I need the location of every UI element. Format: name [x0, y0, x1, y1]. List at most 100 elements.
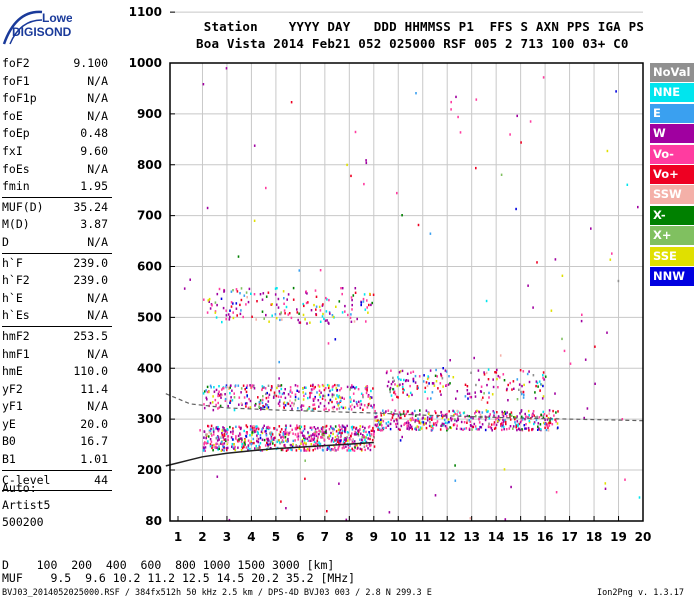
- echo-point: [546, 423, 549, 426]
- echo-point: [484, 428, 487, 432]
- param-value: 44: [94, 472, 108, 487]
- echo-point: [487, 378, 490, 381]
- echo-point: [606, 331, 608, 334]
- echo-point: [337, 396, 340, 399]
- echo-point: [416, 387, 419, 390]
- echo-point: [396, 422, 399, 425]
- echo-point: [435, 411, 437, 415]
- echo-point: [239, 303, 241, 307]
- auto-label: Auto:: [2, 481, 37, 495]
- echo-point: [265, 434, 268, 437]
- echo-point: [349, 444, 351, 447]
- echo-point: [392, 414, 394, 417]
- param-label: foEs: [2, 161, 30, 176]
- echo-point: [425, 381, 428, 384]
- echo-point: [416, 425, 419, 428]
- echo-point: [203, 430, 206, 433]
- footer-file-info: BVJ03_2014052025000.RSF / 384fx512h 50 k…: [2, 588, 432, 598]
- echo-point: [281, 318, 283, 321]
- echo-point: [235, 307, 238, 310]
- echo-point: [218, 390, 220, 393]
- echo-point: [321, 433, 323, 436]
- echo-point: [208, 300, 210, 303]
- echo-point: [296, 308, 298, 311]
- x-tick-label: 15: [512, 530, 529, 544]
- echo-point: [519, 369, 522, 372]
- echo-point: [271, 303, 273, 306]
- echo-point: [535, 418, 538, 422]
- echo-point: [478, 411, 481, 414]
- echo-point: [347, 443, 349, 447]
- echo-point: [419, 409, 421, 412]
- echo-point: [470, 371, 472, 374]
- x-tick-label: 14: [488, 530, 505, 544]
- echo-point: [313, 432, 315, 435]
- echo-point: [296, 424, 298, 427]
- echo-point: [385, 422, 388, 425]
- echo-point: [354, 432, 357, 436]
- echo-point: [466, 419, 468, 422]
- echo-point: [253, 219, 256, 222]
- echo-point: [506, 387, 508, 391]
- echo-point: [276, 386, 278, 390]
- echo-point: [262, 292, 265, 295]
- echo-point: [240, 298, 243, 302]
- echo-point: [368, 431, 370, 434]
- echo-point: [417, 417, 419, 420]
- echo-point: [355, 386, 358, 389]
- echo-point: [284, 312, 286, 315]
- echo-point: [539, 389, 541, 392]
- echo-point: [321, 428, 324, 432]
- echo-point: [336, 407, 338, 411]
- echo-point: [453, 413, 455, 417]
- echo-point: [546, 425, 548, 428]
- echo-point: [431, 391, 434, 394]
- echo-point: [365, 430, 367, 434]
- echo-point: [358, 400, 360, 403]
- echo-point: [314, 447, 316, 451]
- echo-point: [212, 446, 214, 449]
- echo-point: [337, 436, 340, 439]
- echo-point: [534, 397, 537, 400]
- echo-point: [527, 415, 529, 419]
- header-row1: Station YYYY DAY DDD HHMMSS P1 FFS S AXN…: [196, 19, 645, 34]
- echo-point: [261, 406, 264, 410]
- echo-point: [266, 404, 268, 407]
- echo-point: [366, 385, 368, 388]
- profile-curve: [165, 441, 374, 467]
- echo-point: [322, 384, 325, 388]
- param-label: hmF1: [2, 346, 30, 361]
- echo-point: [280, 436, 282, 439]
- echo-point: [245, 291, 248, 294]
- echo-point: [581, 313, 583, 316]
- echo-point: [270, 431, 273, 434]
- echo-point: [542, 371, 545, 374]
- echo-point: [433, 423, 435, 426]
- echo-point: [255, 318, 257, 321]
- echo-point: [209, 443, 212, 446]
- echo-point: [429, 421, 431, 424]
- echo-point: [224, 439, 227, 443]
- echo-point: [509, 413, 511, 416]
- echo-point: [416, 419, 419, 422]
- echo-point: [494, 426, 497, 430]
- echo-point: [203, 443, 205, 446]
- echo-point: [279, 312, 282, 316]
- echo-point: [350, 434, 352, 438]
- echo-point: [220, 449, 223, 452]
- echo-point: [303, 434, 305, 438]
- echo-point: [209, 384, 212, 387]
- echo-point: [248, 287, 251, 291]
- echo-point: [412, 377, 415, 381]
- echo-point: [512, 427, 514, 430]
- echo-point: [493, 427, 496, 430]
- echo-point: [273, 427, 275, 430]
- echo-point: [466, 421, 468, 424]
- echo-point: [315, 434, 318, 437]
- echo-point: [536, 261, 538, 264]
- echo-point: [464, 395, 467, 398]
- echo-point: [280, 500, 282, 503]
- echo-point: [331, 406, 334, 409]
- echo-point: [225, 314, 228, 317]
- echo-point: [281, 440, 283, 444]
